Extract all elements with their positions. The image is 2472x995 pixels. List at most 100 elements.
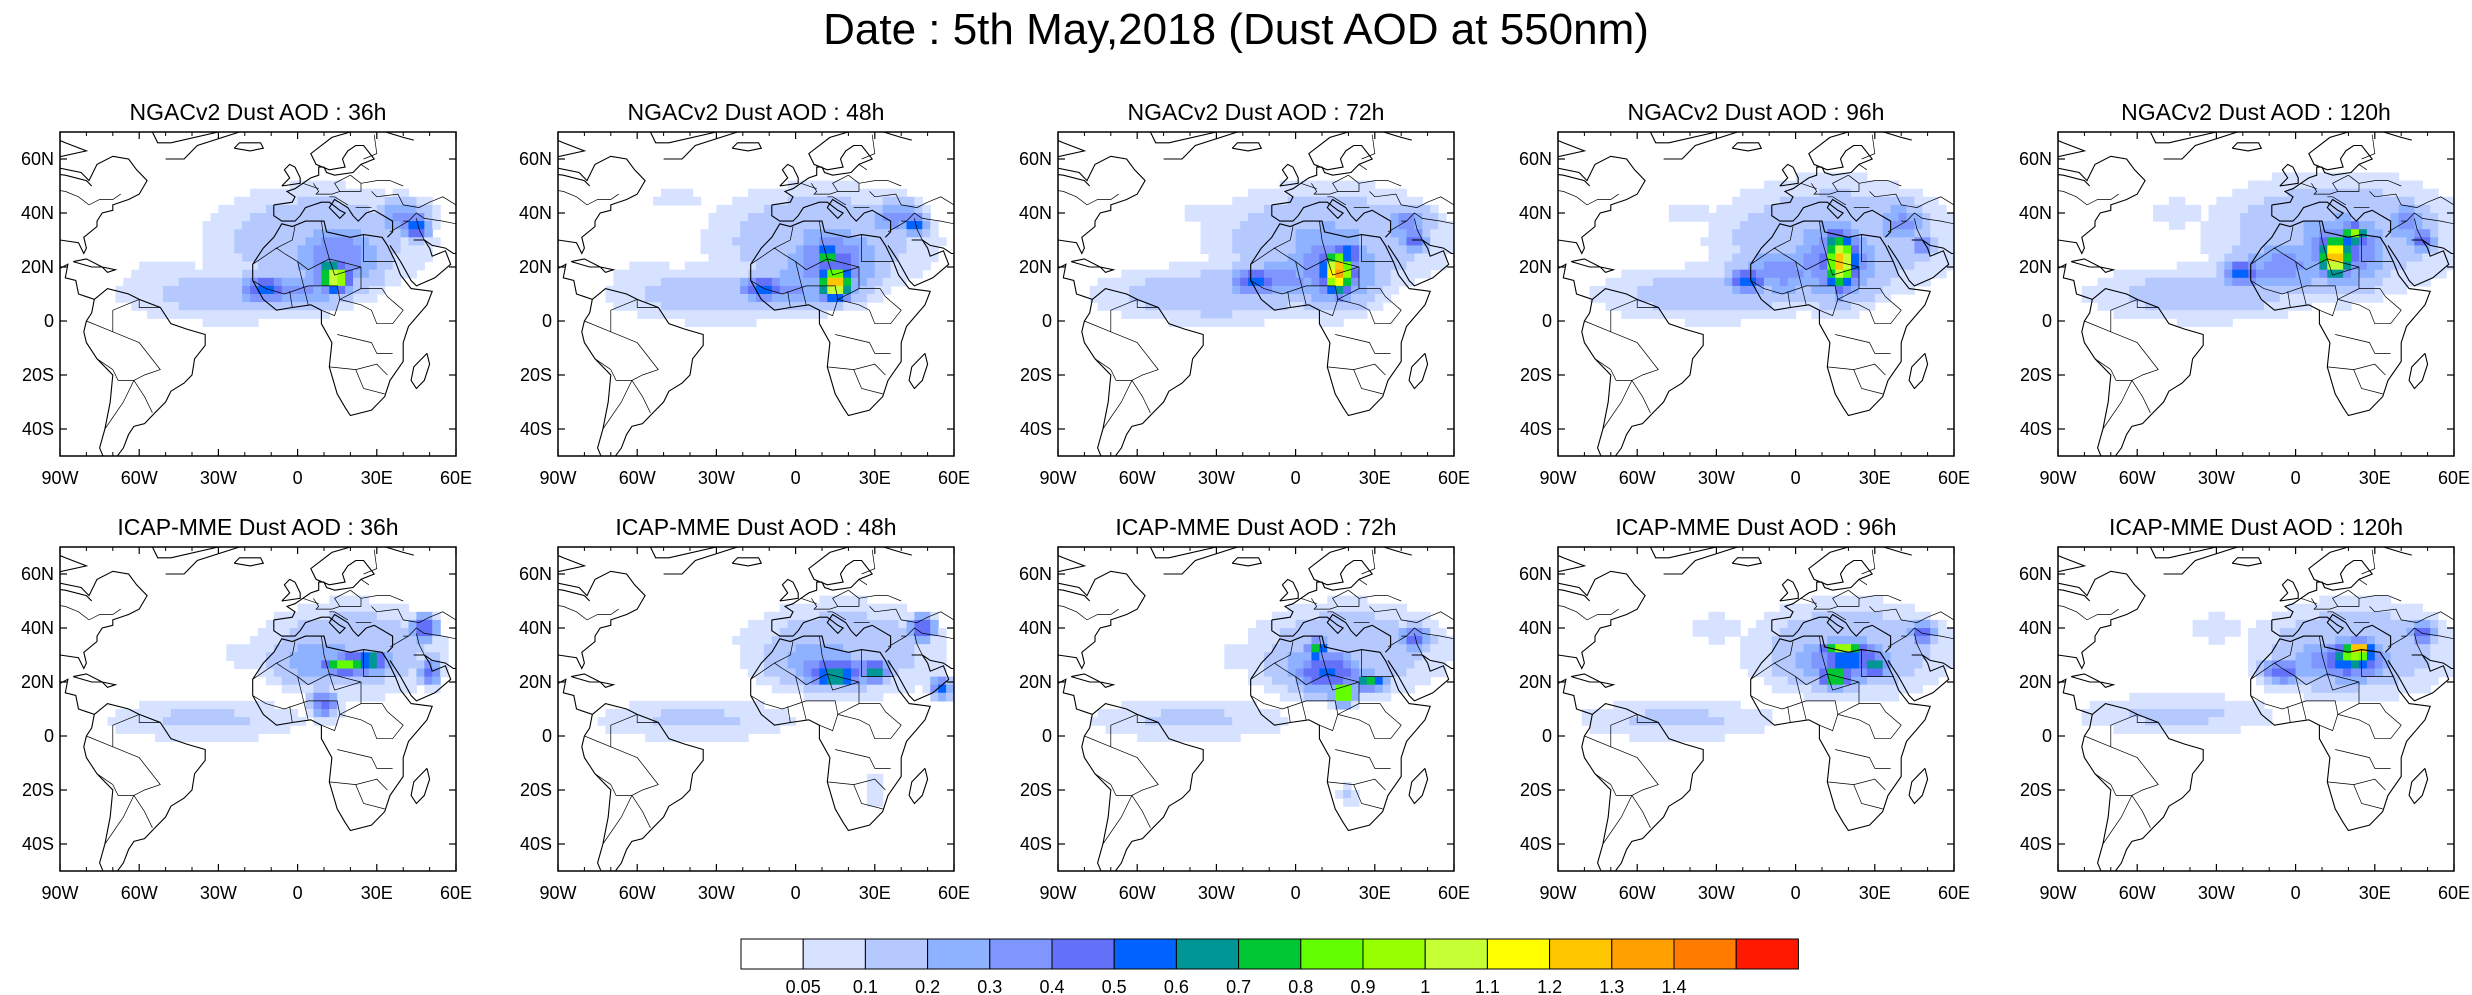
aod-cell: [2382, 652, 2392, 661]
aod-cell: [1874, 294, 1892, 303]
country-border: [819, 636, 828, 674]
aod-cell: [1930, 644, 1954, 653]
aod-cell: [1358, 229, 1392, 238]
aod-cell: [1851, 269, 1860, 279]
aod-cell: [2406, 628, 2415, 637]
aod-cell: [1343, 261, 1352, 271]
coastline: [60, 588, 93, 602]
aod-cell: [2438, 237, 2454, 246]
country-border: [2358, 595, 2402, 602]
y-tick-label: 40S: [520, 834, 552, 854]
country-border: [1819, 221, 1828, 259]
x-tick-label: 60E: [1438, 883, 1470, 903]
aod-cell: [1906, 628, 1915, 637]
aod-cell: [1248, 636, 1281, 645]
aod-cell: [1922, 221, 1931, 230]
country-border: [2361, 134, 2376, 160]
country-border: [321, 221, 330, 259]
aod-cell: [416, 652, 425, 661]
aod-cell: [803, 269, 820, 279]
country-border: [60, 605, 121, 621]
aod-cell: [408, 619, 417, 629]
aod-cell: [1914, 237, 1931, 246]
aod-cell: [1406, 644, 1423, 653]
coastline: [581, 702, 704, 871]
aod-cell: [329, 285, 338, 295]
aod-cell: [1708, 245, 1741, 255]
aod-cell: [811, 668, 820, 678]
aod-cell: [882, 277, 908, 287]
aod-cell: [424, 676, 433, 686]
coastline: [571, 673, 601, 683]
aod-cell: [2327, 253, 2344, 263]
aod-cell: [384, 676, 417, 686]
coastline: [771, 613, 892, 653]
aod-cell: [2216, 196, 2265, 206]
panel-title: NGACv2 Dust AOD : 96h: [1628, 99, 1885, 125]
aod-cell: [1319, 611, 1376, 621]
aod-cell: [890, 660, 915, 670]
aod-cell: [1866, 277, 1892, 287]
aod-cell: [2081, 285, 2130, 295]
aod-cell: [1232, 310, 1368, 319]
aod-cell: [1914, 229, 1931, 238]
country-border: [1084, 735, 1159, 796]
x-tick-label: 60E: [2438, 468, 2470, 488]
aod-cell: [1637, 294, 1836, 303]
aod-cell: [1827, 636, 1868, 645]
aod-cell: [1858, 644, 1868, 653]
aod-cell: [1390, 269, 1431, 279]
aod-cell: [1890, 652, 1931, 661]
country-border: [1358, 164, 1368, 171]
aod-cell: [2374, 660, 2384, 670]
aod-cell: [803, 261, 820, 271]
coastline: [1571, 258, 1601, 268]
aod-cell: [1906, 204, 1923, 214]
coastline: [2058, 173, 2091, 187]
aod-cell: [360, 229, 402, 238]
aod-cell: [708, 213, 749, 222]
coastline: [2271, 198, 2392, 238]
aod-cell: [2248, 261, 2257, 271]
country-border: [487, 650, 540, 666]
aod-cell: [1692, 628, 1741, 637]
aod-cell: [835, 253, 852, 263]
aod-cell: [1629, 717, 1725, 726]
aod-cell: [1763, 676, 1789, 686]
country-border: [1795, 676, 1807, 720]
country-border: [328, 258, 362, 276]
coastline: [2071, 673, 2101, 683]
country-border: [787, 291, 791, 308]
aod-cell: [400, 245, 433, 255]
country-border: [1987, 235, 2040, 251]
aod-cell: [898, 221, 908, 230]
aod-cell: [2311, 245, 2320, 255]
aod-cell: [1914, 261, 1954, 271]
aod-cell: [1890, 668, 1915, 678]
coastline: [750, 220, 931, 417]
aod-cell: [2327, 277, 2360, 287]
aod-cell: [2263, 660, 2273, 670]
country-border: [1102, 369, 1133, 430]
aod-cell: [1724, 261, 1749, 271]
aod-cell: [384, 269, 417, 279]
aod-cell: [866, 781, 884, 791]
aod-cell: [2430, 644, 2454, 653]
country-border: [1558, 190, 1619, 206]
x-tick-label: 30E: [859, 883, 891, 903]
country-border: [887, 220, 907, 233]
country-border: [1869, 191, 1954, 208]
coastline: [908, 768, 929, 805]
x-tick-label: 90W: [41, 883, 78, 903]
aod-cell: [2327, 652, 2336, 661]
aod-cell: [202, 229, 235, 238]
coastline: [1058, 173, 1091, 187]
country-border: [363, 134, 378, 160]
aod-cell: [890, 269, 923, 279]
country-border: [2136, 714, 2159, 723]
aod-cell: [1803, 253, 1820, 263]
aod-cell: [2398, 213, 2415, 222]
country-border: [2102, 369, 2133, 430]
coastline: [1421, 239, 1454, 255]
aod-cell: [1248, 213, 1392, 222]
